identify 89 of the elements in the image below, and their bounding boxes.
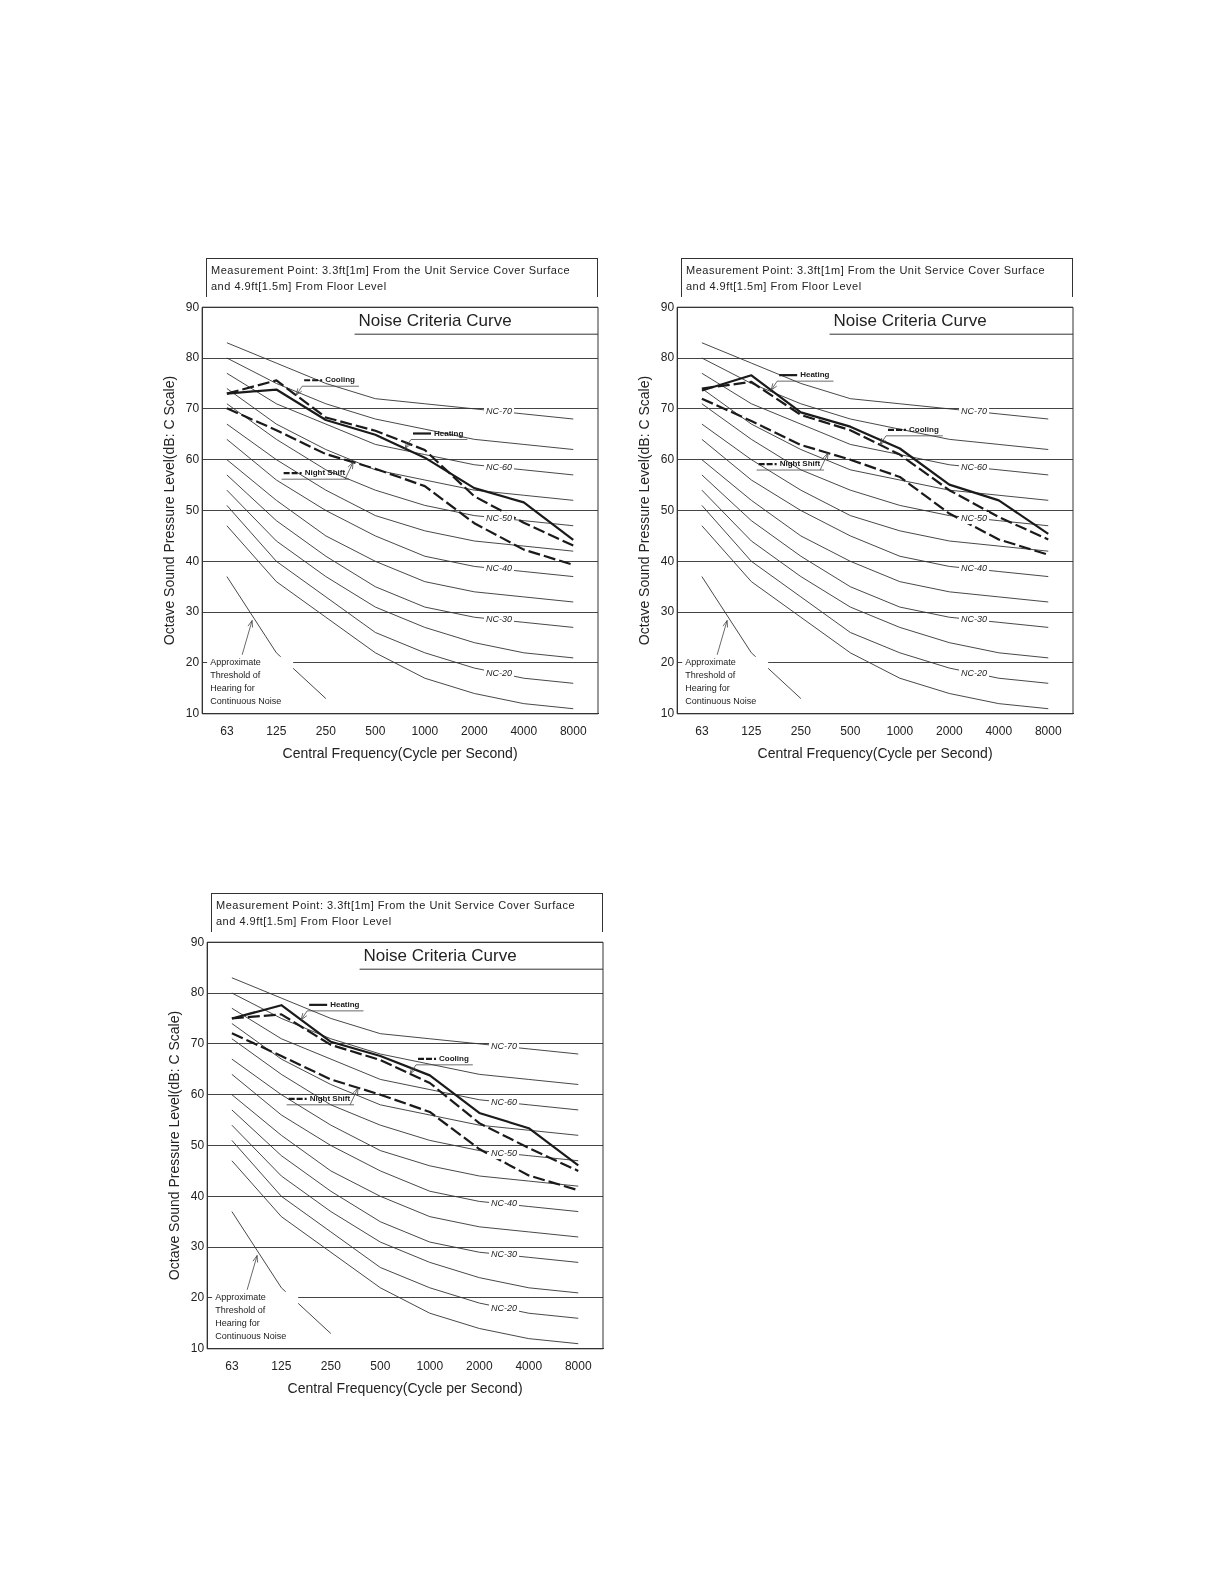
x-tick-label: 500 xyxy=(370,1359,391,1374)
y-axis-title: Octave Sound Pressure Level(dB: C Scale) xyxy=(166,1010,183,1281)
y-tick-label: 40 xyxy=(185,553,200,568)
y-tick-label: 20 xyxy=(190,1290,205,1305)
y-tick-label: 80 xyxy=(660,350,675,365)
y-tick-label: 10 xyxy=(185,706,200,721)
x-tick-label: 1000 xyxy=(886,724,914,739)
series-label: NC-50 xyxy=(961,512,988,523)
series-label: NC-20 xyxy=(486,667,513,678)
y-tick-label: 40 xyxy=(190,1188,205,1203)
series-label: NC-30 xyxy=(961,614,988,625)
y-axis-title: Octave Sound Pressure Level(dB: C Scale) xyxy=(161,375,178,646)
x-tick-label: 250 xyxy=(790,724,812,739)
x-tick-label: 1000 xyxy=(416,1359,444,1374)
y-tick-label: 50 xyxy=(185,502,200,517)
y-tick-label: 60 xyxy=(190,1086,205,1101)
y-tick-label: 70 xyxy=(190,1036,205,1051)
y-tick-label: 10 xyxy=(190,1341,205,1356)
series-label: Approximate Threshold of Hearing for Continuous Noise xyxy=(685,656,757,706)
series-label: NC-50 xyxy=(486,512,513,523)
annotation: Noise Criteria Curve xyxy=(363,945,517,965)
y-tick-label: 40 xyxy=(660,553,675,568)
y-tick-label: 70 xyxy=(660,401,675,416)
x-axis-title: Central Frequency(Cycle per Second) xyxy=(287,1380,523,1397)
x-tick-label: 63 xyxy=(695,724,709,739)
y-tick-label: 30 xyxy=(660,604,675,619)
x-tick-label: 8000 xyxy=(1034,724,1062,739)
y-tick-label: 60 xyxy=(185,451,200,466)
x-tick-label: 250 xyxy=(320,1359,342,1374)
y-tick-label: 20 xyxy=(185,655,200,670)
x-tick-label: 250 xyxy=(315,724,337,739)
x-axis-title: Central Frequency(Cycle per Second) xyxy=(757,745,993,762)
series-label: Approximate Threshold of Hearing for Continuous Noise xyxy=(210,656,282,706)
chart-subtitle: Measurement Point: 3.3ft[1m] From the Unit Service Cover Surface and 4.9ft[1.5m] From Floor Level xyxy=(681,258,1073,297)
x-tick-label: 2000 xyxy=(935,724,963,739)
series-label: NC-30 xyxy=(491,1249,518,1260)
y-tick-label: 60 xyxy=(660,451,675,466)
series-label: NC-30 xyxy=(486,614,513,625)
chart-subtitle: Measurement Point: 3.3ft[1m] From the Unit Service Cover Surface and 4.9ft[1.5m] From Floor Level xyxy=(211,893,603,932)
x-tick-label: 8000 xyxy=(564,1359,592,1374)
x-tick-label: 125 xyxy=(266,724,287,739)
y-tick-label: 90 xyxy=(185,299,200,314)
x-tick-label: 4000 xyxy=(510,724,538,739)
legend-label: Heating xyxy=(330,1000,360,1010)
series-label: NC-70 xyxy=(486,405,513,416)
x-tick-label: 63 xyxy=(225,1359,239,1374)
y-tick-label: 20 xyxy=(660,655,675,670)
y-tick-label: 50 xyxy=(660,502,675,517)
y-tick-label: 90 xyxy=(190,934,205,949)
x-tick-label: 125 xyxy=(741,724,762,739)
series-label: NC-40 xyxy=(486,563,513,574)
series-label: NC-60 xyxy=(486,461,513,472)
series-label: NC-40 xyxy=(961,563,988,574)
series-label: NC-20 xyxy=(491,1302,518,1313)
legend-label: Heating xyxy=(800,370,830,380)
series-label: NC-60 xyxy=(961,461,988,472)
x-tick-label: 4000 xyxy=(515,1359,543,1374)
x-tick-label: 500 xyxy=(840,724,861,739)
x-tick-label: 63 xyxy=(220,724,234,739)
y-tick-label: 70 xyxy=(185,401,200,416)
x-tick-label: 4000 xyxy=(985,724,1013,739)
series-label: NC-60 xyxy=(491,1096,518,1107)
y-tick-label: 80 xyxy=(185,350,200,365)
legend-label: Cooling xyxy=(439,1054,469,1064)
x-tick-label: 500 xyxy=(365,724,386,739)
series-label: NC-70 xyxy=(961,405,988,416)
x-tick-label: 125 xyxy=(271,1359,292,1374)
y-tick-label: 30 xyxy=(185,604,200,619)
annotation: Noise Criteria Curve xyxy=(358,310,512,330)
series-label: NC-20 xyxy=(961,667,988,678)
chart-subtitle: Measurement Point: 3.3ft[1m] From the Unit Service Cover Surface and 4.9ft[1.5m] From Floor Level xyxy=(206,258,598,297)
series-label: Approximate Threshold of Hearing for Continuous Noise xyxy=(215,1291,287,1341)
annotation: Noise Criteria Curve xyxy=(833,310,987,330)
y-axis-title: Octave Sound Pressure Level(dB: C Scale) xyxy=(636,375,653,646)
legend-label: Cooling xyxy=(325,375,356,385)
x-tick-label: 2000 xyxy=(465,1359,493,1374)
x-axis-title: Central Frequency(Cycle per Second) xyxy=(282,745,518,762)
series-label: NC-40 xyxy=(491,1198,518,1209)
series-label: NC-70 xyxy=(491,1040,518,1051)
x-tick-label: 2000 xyxy=(460,724,488,739)
y-tick-label: 10 xyxy=(660,706,675,721)
y-tick-label: 80 xyxy=(190,985,205,1000)
y-tick-label: 90 xyxy=(660,299,675,314)
legend-label: Cooling xyxy=(909,425,939,435)
x-tick-label: 1000 xyxy=(411,724,439,739)
series-label: NC-50 xyxy=(491,1147,518,1158)
y-tick-label: 50 xyxy=(190,1137,205,1152)
y-tick-label: 30 xyxy=(190,1239,205,1254)
x-tick-label: 8000 xyxy=(559,724,587,739)
